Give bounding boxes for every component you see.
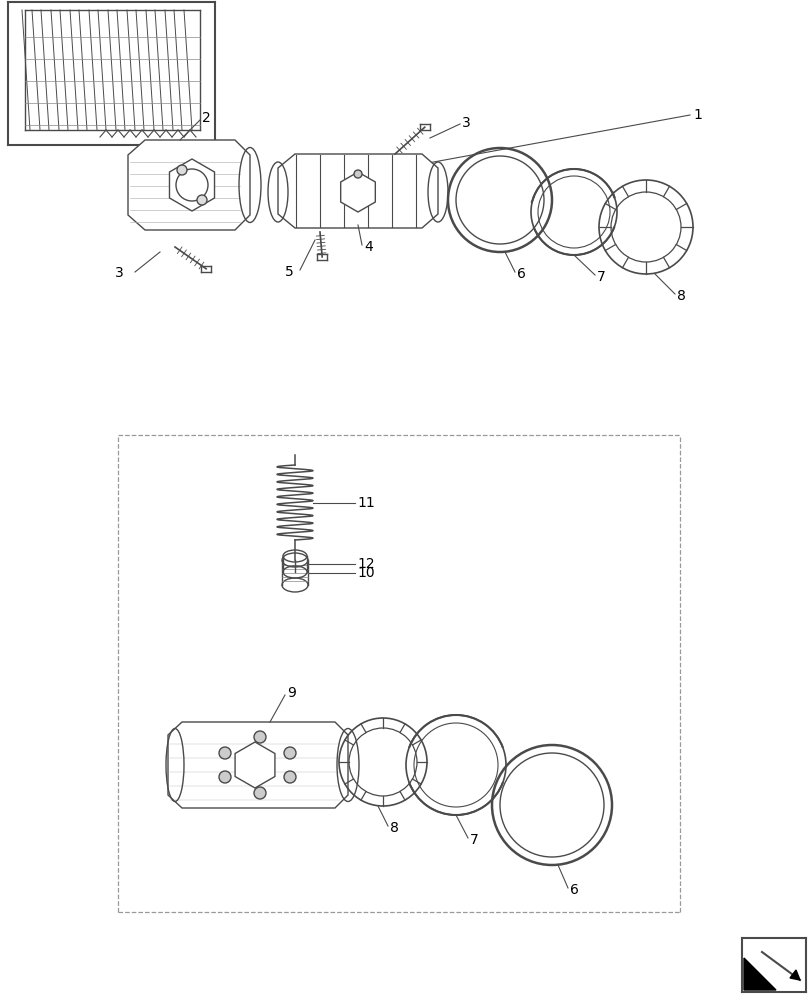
Text: 1: 1 (692, 108, 701, 122)
Circle shape (354, 170, 362, 178)
Polygon shape (743, 958, 775, 990)
Text: 11: 11 (357, 496, 375, 510)
Text: 8: 8 (389, 821, 398, 835)
Polygon shape (789, 970, 799, 980)
Text: 8: 8 (676, 289, 685, 303)
Circle shape (219, 771, 230, 783)
Circle shape (177, 165, 187, 175)
Circle shape (284, 771, 296, 783)
Text: 4: 4 (363, 240, 372, 254)
Text: 12: 12 (357, 557, 374, 571)
Text: 7: 7 (596, 270, 605, 284)
Text: 3: 3 (461, 116, 470, 130)
Circle shape (197, 195, 207, 205)
Polygon shape (277, 154, 437, 228)
Text: 5: 5 (285, 265, 294, 279)
Text: 7: 7 (470, 833, 478, 847)
Text: 6: 6 (569, 883, 578, 897)
Text: 6: 6 (517, 267, 526, 281)
Polygon shape (168, 722, 348, 808)
Circle shape (254, 731, 266, 743)
Text: 10: 10 (357, 566, 374, 580)
Circle shape (284, 747, 296, 759)
Text: 9: 9 (286, 686, 295, 700)
Polygon shape (128, 140, 250, 230)
Polygon shape (169, 159, 214, 211)
Text: 2: 2 (202, 111, 211, 125)
Polygon shape (235, 742, 275, 788)
Text: 3: 3 (115, 266, 123, 280)
Circle shape (219, 747, 230, 759)
Circle shape (254, 787, 266, 799)
Polygon shape (341, 172, 375, 212)
